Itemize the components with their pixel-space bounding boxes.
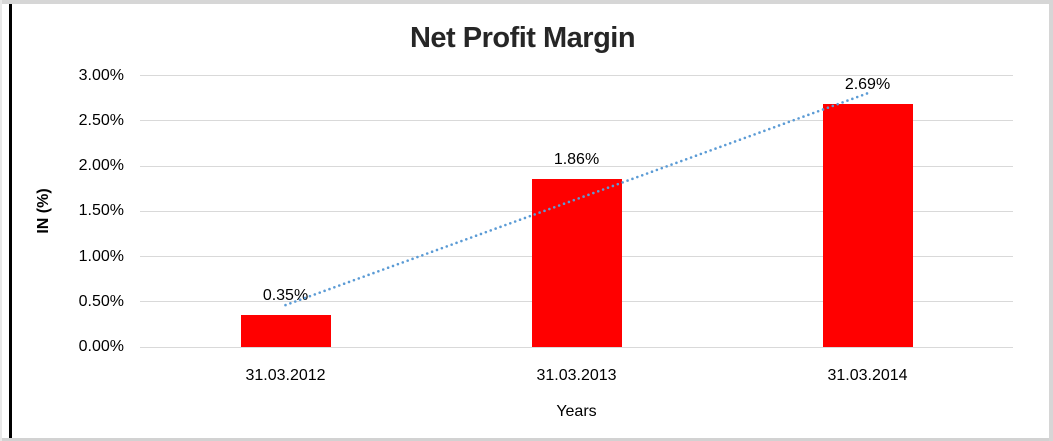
bar bbox=[531, 178, 622, 347]
y-axis-tick-label: 2.00% bbox=[78, 157, 124, 174]
bar-value-label: 1.86% bbox=[553, 150, 600, 168]
bar bbox=[822, 103, 913, 347]
y-axis-tick-label: 2.50% bbox=[78, 111, 124, 129]
bar-value-label: 0.35% bbox=[262, 287, 309, 305]
y-axis-tick-label: 1.00% bbox=[78, 247, 124, 265]
bar-value-label: 2.69% bbox=[844, 75, 891, 93]
gridline bbox=[140, 75, 1013, 76]
gridline bbox=[140, 346, 1013, 348]
y-axis-tick-label: 3.00% bbox=[78, 66, 124, 84]
bar bbox=[240, 315, 331, 347]
page-edge-right bbox=[1049, 0, 1053, 441]
x-axis-tick-label: 31.03.2014 bbox=[827, 367, 908, 384]
x-axis-tick-label: 31.03.2012 bbox=[245, 367, 326, 384]
y-axis-title: IN (%) bbox=[35, 188, 52, 234]
page-edge-bottom bbox=[0, 438, 1053, 441]
y-axis-tick-label: 1.50% bbox=[78, 202, 124, 220]
x-axis-title: Years bbox=[556, 403, 597, 420]
page-edge-top bbox=[0, 0, 1053, 4]
x-axis-tick-label: 31.03.2013 bbox=[536, 367, 617, 384]
y-axis-tick-label: 0.50% bbox=[78, 292, 124, 310]
chart-left-border bbox=[9, 4, 12, 438]
chart-title: Net Profit Margin bbox=[409, 22, 636, 54]
page-edge-left bbox=[0, 0, 2, 441]
y-axis-tick-label: 0.00% bbox=[78, 338, 124, 355]
